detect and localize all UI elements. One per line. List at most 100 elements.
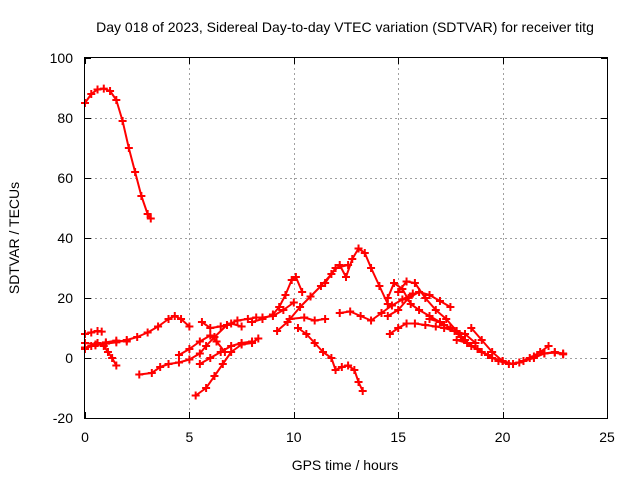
data-point bbox=[473, 345, 482, 353]
data-point bbox=[354, 244, 363, 253]
data-point bbox=[504, 360, 513, 368]
data-point bbox=[358, 387, 367, 395]
series-arc-5-points bbox=[81, 336, 131, 352]
data-point bbox=[133, 333, 142, 341]
data-point bbox=[331, 366, 340, 374]
data-point bbox=[227, 319, 236, 328]
data-point bbox=[273, 327, 282, 335]
data-point bbox=[321, 315, 330, 323]
data-point bbox=[404, 294, 413, 302]
y-tick-label: 0 bbox=[65, 350, 73, 366]
series-arc-23 bbox=[455, 339, 550, 365]
data-point bbox=[421, 294, 430, 302]
data-point bbox=[406, 300, 415, 308]
data-point bbox=[131, 168, 140, 176]
data-point bbox=[467, 324, 476, 332]
data-point bbox=[185, 355, 194, 364]
data-point bbox=[122, 337, 131, 346]
y-tick-label: 80 bbox=[57, 110, 73, 126]
data-point bbox=[91, 341, 100, 350]
data-point bbox=[446, 324, 455, 332]
series-arc-19 bbox=[388, 322, 477, 344]
data-point bbox=[356, 312, 365, 320]
data-point bbox=[258, 313, 267, 322]
x-tick-label: 5 bbox=[186, 429, 194, 445]
x-tick-label: 20 bbox=[495, 429, 511, 445]
series-arc-16-points bbox=[321, 261, 353, 287]
data-point bbox=[216, 348, 225, 356]
data-point bbox=[477, 336, 486, 344]
data-point bbox=[410, 279, 419, 287]
data-point bbox=[87, 90, 96, 98]
data-point bbox=[174, 358, 183, 367]
data-point bbox=[488, 348, 497, 356]
series-arc-14-points bbox=[285, 313, 330, 325]
data-point bbox=[498, 357, 507, 365]
data-point bbox=[243, 315, 252, 323]
data-point bbox=[212, 337, 221, 346]
data-point bbox=[112, 336, 121, 345]
data-point bbox=[337, 363, 346, 371]
data-point bbox=[137, 192, 146, 200]
data-point bbox=[559, 350, 568, 359]
data-point bbox=[143, 328, 152, 337]
data-point bbox=[216, 322, 225, 331]
data-point bbox=[463, 339, 472, 347]
data-point bbox=[346, 307, 355, 316]
series-arc-11-points bbox=[248, 273, 307, 326]
data-point bbox=[112, 361, 121, 370]
data-point bbox=[195, 349, 204, 358]
data-point bbox=[452, 336, 461, 344]
x-tick-label: 0 bbox=[81, 429, 89, 445]
data-point bbox=[302, 330, 311, 338]
data-point bbox=[279, 306, 288, 314]
data-point bbox=[544, 342, 553, 350]
data-point bbox=[431, 306, 440, 314]
data-point bbox=[156, 363, 165, 371]
y-tick-label: -20 bbox=[53, 410, 73, 426]
data-point bbox=[385, 330, 394, 338]
data-point bbox=[456, 333, 465, 341]
data-point bbox=[348, 255, 357, 263]
data-point bbox=[415, 306, 424, 314]
series-arc-8-points bbox=[174, 331, 229, 359]
data-point bbox=[206, 331, 215, 340]
data-point bbox=[218, 360, 227, 368]
data-point bbox=[206, 324, 215, 332]
data-point bbox=[431, 322, 440, 331]
data-point bbox=[394, 288, 403, 296]
y-axis-label: SDTVAR / TECUs bbox=[6, 182, 22, 294]
data-point bbox=[177, 315, 186, 323]
data-point bbox=[206, 354, 215, 362]
series-layer bbox=[81, 84, 568, 400]
y-tick-label: 40 bbox=[57, 230, 73, 246]
data-point bbox=[195, 337, 204, 346]
series-arc-13 bbox=[276, 247, 389, 332]
data-point bbox=[287, 276, 296, 284]
data-point bbox=[97, 327, 106, 336]
series-arc-24-points bbox=[467, 324, 507, 365]
data-point bbox=[101, 338, 110, 347]
x-tick-label: 25 bbox=[599, 429, 615, 445]
data-point bbox=[354, 378, 363, 386]
series-arc-12-points bbox=[258, 298, 298, 322]
data-point bbox=[103, 348, 112, 356]
data-point bbox=[285, 315, 294, 323]
data-point bbox=[210, 372, 219, 380]
data-point bbox=[281, 291, 290, 299]
grid bbox=[85, 58, 607, 418]
data-point bbox=[164, 315, 173, 323]
series-arc-25-points bbox=[529, 348, 568, 361]
x-tick-label: 15 bbox=[390, 429, 406, 445]
data-point bbox=[275, 303, 284, 311]
data-point bbox=[197, 318, 206, 326]
data-point bbox=[383, 312, 392, 320]
data-point bbox=[310, 316, 319, 325]
data-point bbox=[306, 292, 315, 301]
data-point bbox=[402, 319, 411, 328]
data-point bbox=[147, 369, 156, 377]
data-point bbox=[446, 303, 455, 311]
data-point bbox=[106, 87, 115, 95]
data-point bbox=[442, 315, 451, 323]
